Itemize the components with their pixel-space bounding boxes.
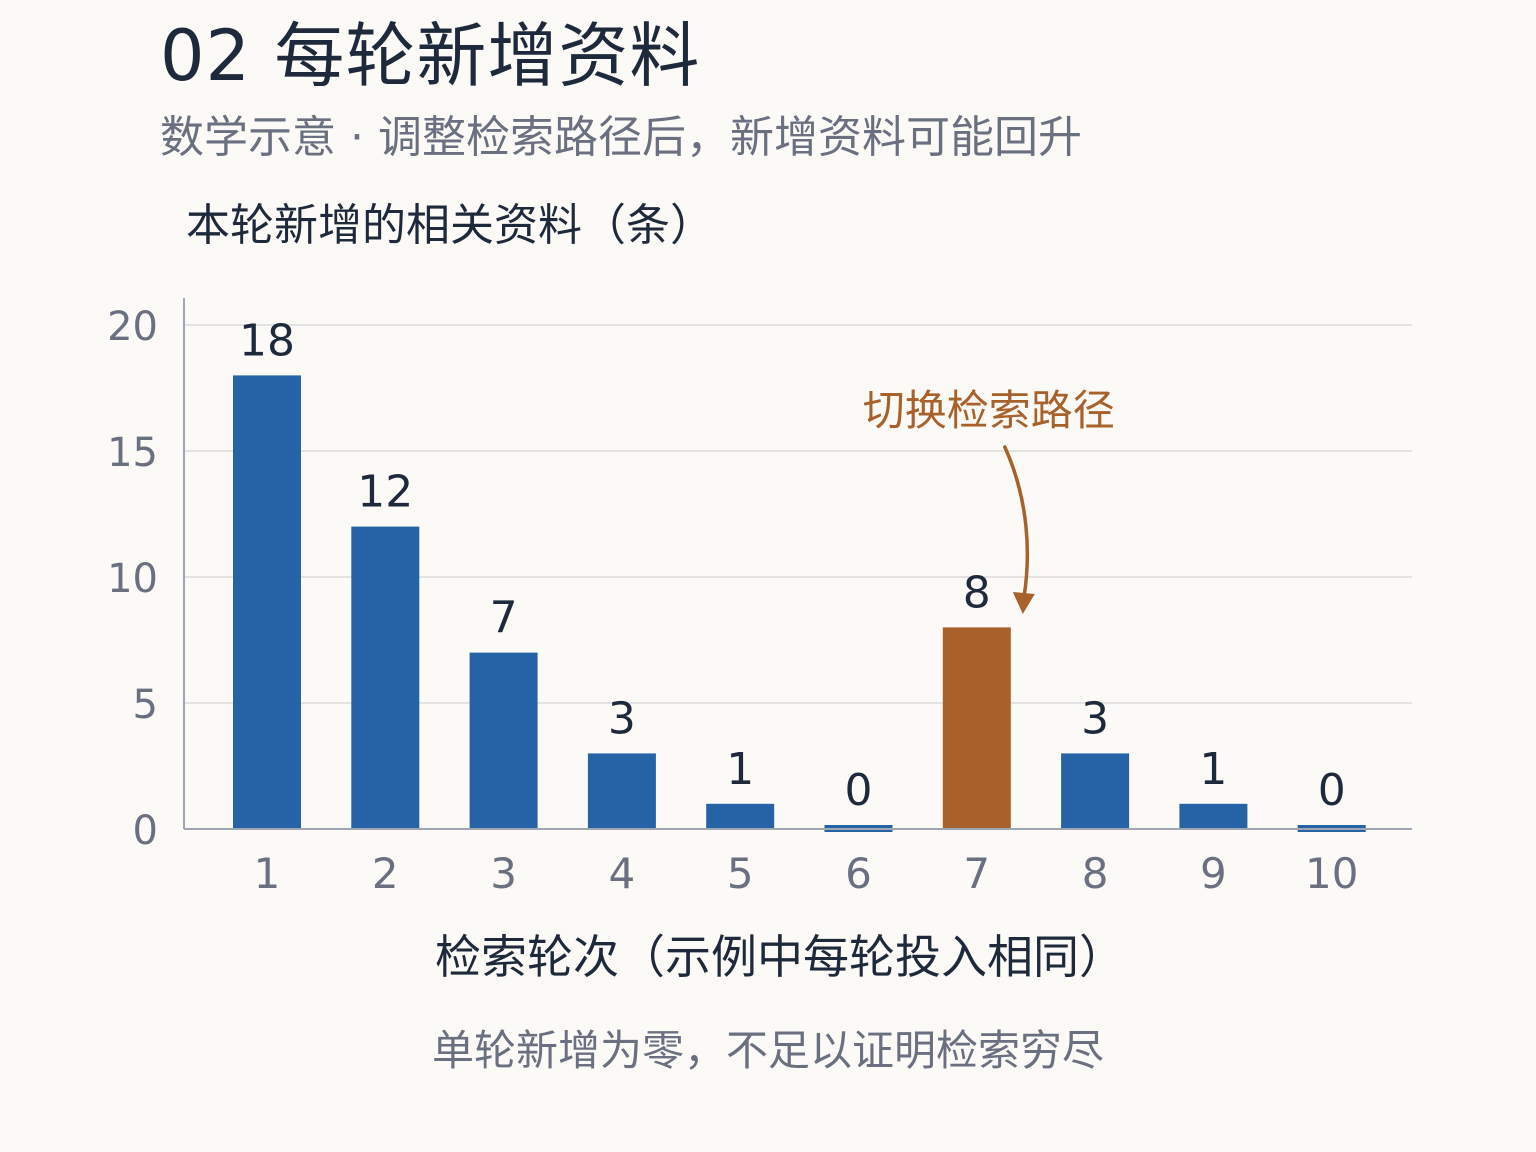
bar-highlight bbox=[942, 627, 1011, 829]
bar bbox=[587, 753, 656, 829]
bar bbox=[706, 803, 775, 829]
data-label: 8 bbox=[963, 567, 991, 618]
data-label: 7 bbox=[490, 593, 518, 644]
y-tick-label: 0 bbox=[133, 808, 158, 854]
data-label: 0 bbox=[1318, 765, 1346, 816]
bar bbox=[469, 652, 538, 829]
axes bbox=[183, 298, 1412, 830]
x-tick-label: 9 bbox=[1200, 849, 1227, 898]
x-tick-label: 5 bbox=[727, 849, 754, 898]
x-tick-label: 2 bbox=[372, 849, 399, 898]
y-tick-label: 15 bbox=[107, 430, 158, 476]
x-axis-label: 检索轮次（示例中每轮投入相同） bbox=[435, 930, 1125, 984]
x-tick-label: 1 bbox=[254, 849, 281, 898]
y-tick-label: 10 bbox=[107, 556, 158, 602]
footnote: 单轮新增为零，不足以证明检索穷尽 bbox=[431, 1026, 1104, 1075]
x-tick-label: 7 bbox=[963, 849, 990, 898]
bar bbox=[1179, 803, 1248, 829]
bar bbox=[1061, 753, 1130, 829]
x-tick-label: 4 bbox=[609, 849, 636, 898]
x-tick-label: 10 bbox=[1305, 849, 1358, 898]
bar bbox=[233, 375, 301, 829]
x-tick-label: 6 bbox=[845, 849, 872, 898]
x-tick-label: 8 bbox=[1082, 849, 1109, 898]
data-label: 1 bbox=[726, 744, 754, 795]
page-subtitle: 数学示意 · 调整检索路径后，新增资料可能回升 bbox=[160, 112, 1082, 163]
y-tick-label: 20 bbox=[107, 304, 158, 350]
annotation-arrow-head bbox=[1012, 592, 1035, 614]
data-label: 3 bbox=[608, 693, 636, 744]
y-axis-label: 本轮新增的相关资料（条） bbox=[186, 200, 714, 251]
x-tick-label: 3 bbox=[490, 849, 517, 898]
data-label: 18 bbox=[239, 315, 295, 366]
page-title: 02 每轮新增资料 bbox=[160, 15, 701, 97]
data-label: 1 bbox=[1199, 744, 1227, 795]
bar bbox=[351, 526, 420, 829]
annotation-arrow-line bbox=[1003, 445, 1030, 600]
bars bbox=[233, 375, 1366, 832]
annotation-text: 切换检索路径 bbox=[863, 386, 1115, 435]
data-label: 3 bbox=[1081, 693, 1109, 744]
data-label: 0 bbox=[845, 765, 873, 816]
annotation: 切换检索路径 bbox=[863, 386, 1115, 614]
y-tick-label: 5 bbox=[133, 682, 158, 728]
data-label: 12 bbox=[357, 467, 413, 518]
